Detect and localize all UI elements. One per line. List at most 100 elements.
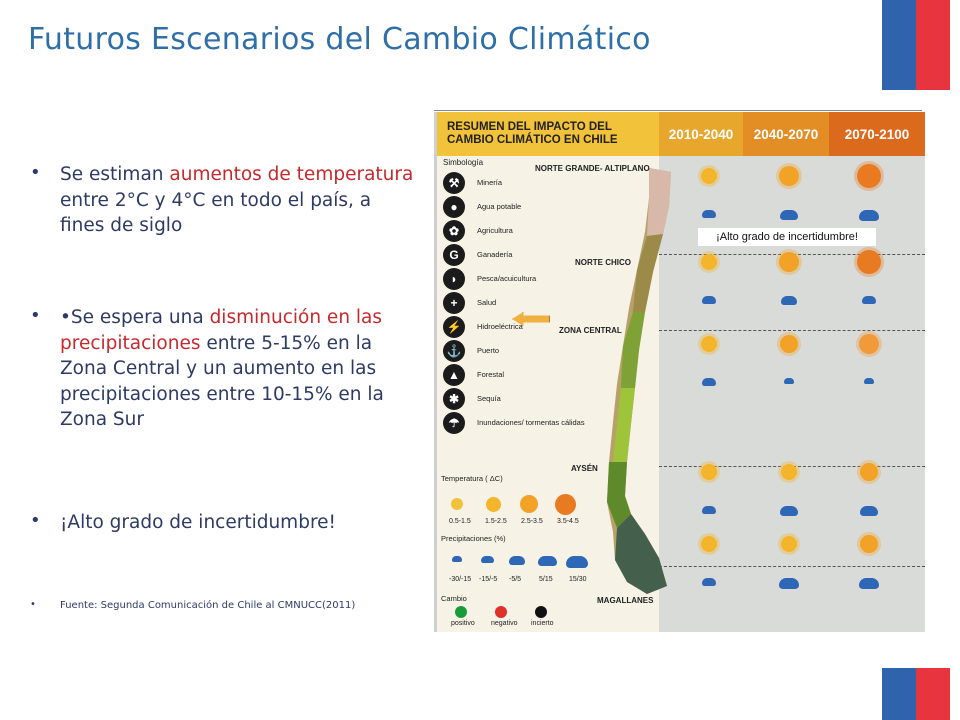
- precipitation-range-label: -15/-5: [479, 576, 498, 583]
- temperature-legend-title: Temperatura ( ΔC): [441, 474, 503, 483]
- legend-label: Puerto: [477, 346, 500, 355]
- cloud-rain-icon: [702, 578, 716, 586]
- precipitation-range-label: 15/30: [569, 576, 587, 583]
- period-header-1: 2010-2040: [659, 112, 743, 156]
- legend-item: ✱ Sequía: [443, 388, 501, 410]
- cloud-rain-icon: [860, 506, 878, 516]
- cloud-rain-icon: [780, 210, 798, 220]
- sun-icon: [780, 335, 798, 353]
- legend-item: ▲ Forestal: [443, 364, 504, 386]
- cambio-dot: [535, 606, 547, 618]
- cambio-label: positivo: [451, 620, 475, 627]
- cloud-rain-icon: [702, 378, 716, 386]
- legend-label: Agricultura: [477, 226, 513, 235]
- pick-icon: ⚒: [443, 172, 465, 194]
- sun-icon: [485, 496, 501, 512]
- cloud-rain-icon: [780, 506, 798, 516]
- cloud-rain-icon: [864, 378, 874, 384]
- bullet-dot: •: [30, 305, 41, 326]
- sun-icon: [554, 493, 576, 515]
- sun-icon: [701, 254, 717, 270]
- sun-icon: [779, 166, 799, 186]
- bullet-precipitation: • •Se espera una disminución en las prec…: [30, 305, 418, 433]
- legend-item: ✿ Agricultura: [443, 220, 513, 242]
- cambio-dot: [495, 606, 507, 618]
- legend-label: Ganadería: [477, 250, 513, 259]
- infographic-title: RESUMEN DEL IMPACTO DEL CAMBIO CLIMÁTICO …: [447, 121, 618, 146]
- cambio-dot: [455, 606, 467, 618]
- sun-icon: [701, 336, 717, 352]
- bullet-text: •Se espera una: [60, 307, 210, 328]
- plant-icon: ✿: [443, 220, 465, 242]
- cloud-rain-icon: [452, 556, 462, 562]
- cambio-legend-title: Cambio: [441, 594, 467, 603]
- legend-label: Hidroeléctrica: [477, 322, 523, 331]
- health-cross-icon: +: [443, 292, 465, 314]
- legend-item: ⚡ Hidroeléctrica: [443, 316, 523, 338]
- sun-icon: [779, 252, 799, 272]
- period-header-2: 2040-2070: [743, 112, 829, 156]
- temperature-range-label: 2.5-3.5: [521, 518, 543, 525]
- sun-icon: [451, 498, 463, 510]
- cambio-label: negativo: [491, 620, 518, 627]
- storm-icon: ☂: [443, 412, 465, 434]
- cambio-label: incierto: [531, 620, 554, 627]
- bullet-temperature: • Se estiman aumentos de temperatura ent…: [30, 162, 418, 239]
- zone-label: AYSÉN: [571, 464, 598, 473]
- cloud-rain-icon: [779, 578, 799, 589]
- sun-icon: [860, 535, 878, 553]
- anchor-icon: ⚓: [443, 340, 465, 362]
- cloud-rain-icon: [537, 556, 557, 567]
- lightning-icon: ⚡: [443, 316, 465, 338]
- sun-icon: [701, 168, 717, 184]
- legend-label: Forestal: [477, 370, 505, 379]
- legend-label: Agua potable: [477, 202, 522, 211]
- cloud-rain-icon: [702, 210, 716, 218]
- legend-label: Sequía: [477, 394, 501, 403]
- precipitation-legend-title: Precipitaciones (%): [441, 534, 506, 543]
- bullet-uncertainty: • ¡Alto grado de incertidumbre!: [30, 510, 418, 536]
- zone-label: NORTE GRANDE- ALTIPLANO: [535, 164, 650, 173]
- legend-label: Inundaciones/ tormentas cálidas: [477, 418, 585, 427]
- slide-title: Futuros Escenarios del Cambio Climático: [28, 22, 651, 57]
- bullet-dot: •: [30, 510, 41, 531]
- cloud-rain-icon: [862, 296, 876, 304]
- infographic-header: RESUMEN DEL IMPACTO DEL CAMBIO CLIMÁTICO …: [437, 112, 925, 156]
- legend-label: Salud: [477, 298, 497, 307]
- period-header-3: 2070-2100: [829, 112, 925, 156]
- chile-flag-logo-top: [882, 0, 950, 90]
- bullet-source: • Fuente: Segunda Comunicación de Chile …: [30, 599, 418, 613]
- highlight-text: aumentos de temperatura: [169, 164, 414, 185]
- cloud-rain-icon: [781, 296, 797, 305]
- cloud-rain-icon: [702, 506, 716, 514]
- zone-label: MAGALLANES: [597, 596, 654, 605]
- bullet-text: entre 2°C y 4°C en todo el país, a fines…: [60, 189, 372, 237]
- legend-label: Minería: [477, 178, 503, 187]
- legend-item: ⚓ Puerto: [443, 340, 499, 362]
- bullet-text: ¡Alto grado de incertidumbre!: [60, 512, 336, 533]
- water-drop-icon: ●: [443, 196, 465, 218]
- cloud-rain-icon: [702, 296, 716, 304]
- temperature-range-label: 3.5-4.5: [557, 518, 579, 525]
- bullet-dot: •: [30, 162, 41, 183]
- cloud-rain-icon: [859, 578, 879, 589]
- uncertainty-overlay-label: ¡Alto grado de incertidumbre!: [698, 228, 876, 246]
- precipitation-range-label: 5/15: [539, 576, 553, 583]
- bullet-text: Se estiman: [60, 164, 170, 185]
- sun-icon: [857, 250, 881, 274]
- infographic-top-border: [434, 110, 922, 111]
- legend-label: Pesca/acuicultura: [477, 274, 537, 283]
- cloud-rain-icon: [784, 378, 794, 384]
- zone-label: NORTE CHICO: [575, 258, 631, 267]
- legend-item: ◗ Pesca/acuicultura: [443, 268, 536, 290]
- temperature-range-label: 1.5-2.5: [485, 518, 507, 525]
- cloud-rain-icon: [566, 556, 588, 569]
- cloud-rain-icon: [509, 556, 525, 565]
- bullet-dot: •: [30, 599, 36, 610]
- highlight-text: disminución en las precipitaciones: [60, 307, 383, 354]
- cloud-rain-icon: [480, 556, 494, 564]
- sun-icon: [857, 164, 881, 188]
- tree-icon: ▲: [443, 364, 465, 386]
- chile-map: [607, 168, 671, 594]
- precipitation-range-label: -5/5: [509, 576, 522, 583]
